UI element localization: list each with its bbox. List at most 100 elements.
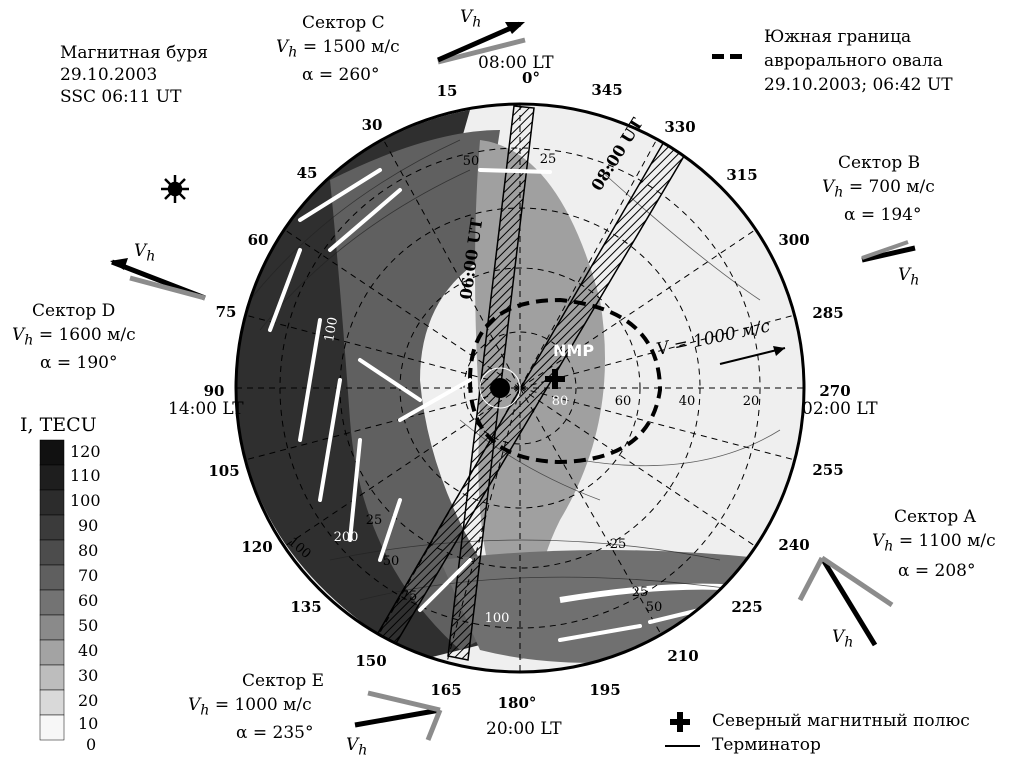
colorbar-tick: 20 — [78, 691, 99, 710]
contour-label: 25 — [540, 152, 557, 167]
azimuth-label: 0° — [522, 69, 540, 87]
sector-b-vh: Vh — [898, 265, 920, 289]
sector-d-alpha: α = 190° — [40, 353, 118, 373]
oval-legend-dash — [712, 54, 742, 59]
azimuth-label: 270 — [819, 382, 850, 400]
sector-a-vh: Vh — [832, 627, 854, 651]
sun-icon — [161, 175, 189, 203]
azimuth-label: 75 — [216, 303, 237, 321]
legend-pole-label: Северный магнитный полюс — [712, 711, 970, 731]
latitude-label: 60 — [615, 394, 632, 409]
azimuth-label: 150 — [355, 652, 386, 670]
sector-d-vh: Vh — [134, 241, 156, 265]
oval-legend-line2: аврорального овала — [764, 51, 943, 71]
azimuth-label: 60 — [248, 231, 269, 249]
lt-bottom: 20:00 LT — [486, 719, 562, 739]
velocity-scale-arrow — [719, 347, 786, 365]
contour-label: 100 — [485, 611, 510, 626]
azimuth-label: 120 — [241, 538, 272, 556]
colorbar-tick: 110 — [70, 466, 101, 485]
colorbar-tick: 50 — [78, 616, 99, 635]
contour-label: 50 — [646, 600, 663, 615]
sector-b-name: Сектор B — [838, 153, 921, 173]
azimuth-label: 30 — [362, 116, 383, 134]
oval-legend-line1: Южная граница — [764, 27, 912, 47]
storm-date: 29.10.2003 — [60, 65, 158, 85]
colorbar-tick: 60 — [78, 591, 99, 610]
sector-d-name: Сектор D — [32, 301, 116, 321]
azimuth-label: 15 — [437, 82, 458, 100]
legend-terminator-label: Терминатор — [712, 735, 821, 755]
azimuth-label: 300 — [778, 231, 809, 249]
latitude-label: 20 — [743, 394, 760, 409]
lt-right: 02:00 LT — [802, 399, 878, 419]
contour-label: 50 — [463, 154, 480, 169]
contour-label: 50 — [383, 554, 400, 569]
azimuth-label: 135 — [290, 598, 321, 616]
azimuth-label: 240 — [778, 536, 809, 554]
colorbar-tick: 120 — [70, 442, 101, 461]
sector-d-speed: Vh = 1600 м/с — [12, 325, 136, 349]
sector-c-name: Сектор C — [302, 13, 385, 33]
azimuth-label: 105 — [208, 462, 239, 480]
colorbar-tick: 40 — [78, 641, 99, 660]
sector-a-alpha: α = 208° — [898, 561, 976, 581]
colorbar-tick: 70 — [78, 566, 99, 585]
colorbar-tick: 90 — [78, 516, 99, 535]
contour-label: 75 — [401, 589, 418, 604]
contour-label: 100 — [322, 316, 341, 343]
azimuth-labels: 0° 345 330 315 300 285 270 255 240 225 2… — [204, 69, 851, 712]
colorbar-tick: 10 — [78, 714, 99, 733]
azimuth-label: 210 — [667, 647, 698, 665]
sector-a-arrows — [797, 555, 894, 647]
colorbar-tick: 80 — [78, 541, 99, 560]
map-border — [234, 102, 806, 674]
sector-c-arrows — [436, 21, 526, 65]
storm-ssc: SSC 06:11 UT — [60, 87, 182, 107]
colorbar-tick: 0 — [86, 735, 97, 754]
azimuth-label: 345 — [591, 81, 622, 99]
sector-e-vh: Vh — [346, 735, 368, 759]
colorbar-tick: 30 — [78, 666, 99, 685]
sector-c-vh: Vh — [460, 7, 482, 31]
sector-a-speed: Vh = 1100 м/с — [872, 531, 996, 555]
azimuth-label: 180° — [498, 694, 537, 712]
sector-e-arrows — [354, 690, 443, 741]
azimuth-label: 255 — [812, 461, 843, 479]
azimuth-label: 165 — [430, 681, 461, 699]
latitude-labels: 80 60 40 20 — [552, 394, 760, 409]
contour-label: 25 — [632, 585, 649, 600]
azimuth-label: 195 — [589, 681, 620, 699]
sector-e-name: Сектор E — [242, 671, 325, 691]
sector-c-alpha: α = 260° — [302, 65, 380, 85]
legend-cross-icon — [670, 712, 690, 732]
azimuth-label: 330 — [664, 118, 695, 136]
sector-c-speed: Vh = 1500 м/с — [276, 37, 400, 61]
cross-icon — [545, 369, 565, 389]
latitude-label: 80 — [552, 394, 569, 409]
azimuth-label: 285 — [812, 304, 843, 322]
colorbar — [39, 439, 65, 741]
azimuth-label: 225 — [731, 598, 762, 616]
lt-top: 08:00 LT — [478, 53, 554, 73]
sector-e-speed: Vh = 1000 м/с — [188, 695, 312, 719]
storm-title: Магнитная буря — [60, 43, 208, 63]
contour-label: 25 — [610, 537, 627, 552]
colorbar-tick: 100 — [70, 491, 101, 510]
sector-b-alpha: α = 194° — [844, 205, 922, 225]
azimuth-label: 45 — [297, 164, 318, 182]
azimuth-label: 315 — [726, 166, 757, 184]
map-disk — [236, 104, 804, 672]
sector-b-speed: Vh = 700 м/с — [822, 177, 935, 201]
latitude-label: 40 — [679, 394, 696, 409]
nmp-label: NMP — [553, 341, 594, 360]
sector-d-arrows — [110, 258, 206, 301]
lt-left: 14:00 LT — [168, 399, 244, 419]
oval-legend-line3: 29.10.2003; 06:42 UT — [764, 75, 953, 95]
sector-e-alpha: α = 235° — [236, 723, 314, 743]
contour-label: 25 — [366, 513, 383, 528]
sector-a-name: Сектор A — [894, 507, 976, 527]
contour-label: 200 — [334, 530, 359, 545]
colorbar-label: I, TECU — [20, 414, 97, 436]
